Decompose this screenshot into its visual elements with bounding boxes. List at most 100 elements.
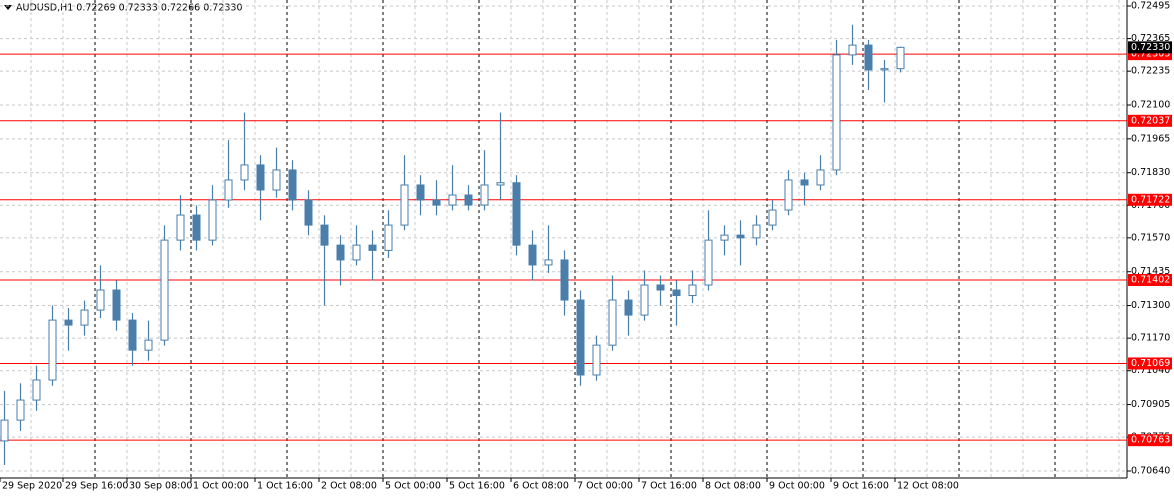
current-price-tag	[1128, 41, 1172, 54]
candle-body	[544, 259, 553, 266]
candle-body	[864, 44, 873, 71]
candle-body	[272, 169, 281, 191]
candle-body	[320, 224, 329, 246]
candle-body	[16, 399, 25, 421]
candle-body	[416, 184, 425, 201]
candle-body	[768, 209, 777, 226]
x-tick-label: 9 Oct 00:00	[769, 481, 825, 492]
candle-body	[528, 244, 537, 266]
candle-body	[624, 299, 633, 316]
x-tick-label: 7 Oct 16:00	[641, 481, 697, 492]
candle-body	[832, 54, 841, 171]
x-tick-label: 29 Sep 16:00	[65, 481, 128, 492]
x-tick-label: 9 Oct 16:00	[833, 481, 889, 492]
candle-body	[384, 224, 393, 251]
x-tick-label: 8 Oct 08:00	[705, 481, 761, 492]
candle-body	[208, 199, 217, 241]
candle-body	[224, 179, 233, 201]
candle-body	[192, 214, 201, 241]
level-tag	[1128, 357, 1172, 370]
y-tick-label: 0.70905	[1131, 399, 1170, 410]
x-tick-label: 2 Oct 08:00	[321, 481, 377, 492]
candle-body	[48, 319, 57, 381]
candle-body	[368, 244, 377, 251]
level-tag	[1128, 193, 1172, 206]
level-label: 0.71069	[1131, 358, 1170, 369]
level-label: 0.72303	[1131, 49, 1170, 60]
candle-body	[304, 199, 313, 226]
x-tick-label: 29 Sep 2020	[2, 481, 62, 492]
candle-body	[704, 239, 713, 286]
level-tag	[1128, 434, 1172, 447]
candle-body	[0, 419, 9, 442]
candle-body	[96, 289, 105, 311]
y-tick-label: 0.71435	[1131, 266, 1170, 277]
candle-body	[64, 319, 73, 326]
candle-body	[752, 224, 761, 239]
candle-body	[880, 68, 889, 71]
y-tick-label: 0.71170	[1131, 333, 1170, 344]
candle-body	[240, 164, 249, 181]
candle-body	[128, 319, 137, 351]
level-label: 0.71402	[1131, 274, 1170, 285]
current-price-label: 0.72330	[1131, 42, 1170, 53]
candle-body	[608, 299, 617, 346]
candle-body	[640, 284, 649, 316]
level-label: 0.70763	[1131, 435, 1170, 446]
candle-body	[80, 309, 89, 326]
y-tick-label: 0.72495	[1131, 1, 1170, 12]
level-label: 0.72037	[1131, 115, 1170, 126]
candle-body	[352, 244, 361, 261]
candle-body	[176, 214, 185, 241]
x-tick-label: 1 Oct 16:00	[257, 481, 313, 492]
level-tag	[1128, 273, 1172, 286]
x-tick-label: 7 Oct 00:00	[577, 481, 633, 492]
candle-body	[448, 194, 457, 206]
candle-body	[560, 259, 569, 301]
candle-body	[112, 289, 121, 321]
y-tick-label: 0.72365	[1131, 33, 1170, 44]
candle-body	[896, 46, 905, 70]
candle-body	[800, 179, 809, 186]
candle-body	[480, 184, 489, 206]
level-tag	[1128, 114, 1172, 127]
y-tick-label: 0.71830	[1131, 167, 1170, 178]
candle-body	[848, 44, 857, 56]
x-tick-label: 1 Oct 00:00	[193, 481, 249, 492]
y-tick-label: 0.71040	[1131, 365, 1170, 376]
candle-body	[432, 199, 441, 206]
candle-body	[688, 284, 697, 297]
candle-body	[592, 344, 601, 376]
x-tick-label: 5 Oct 00:00	[385, 481, 441, 492]
candle-body	[736, 234, 745, 239]
candle-body	[672, 289, 681, 297]
x-tick-label: 30 Sep 08:00	[129, 481, 192, 492]
y-tick-label: 0.71300	[1131, 300, 1170, 311]
candle-body	[656, 284, 665, 291]
x-tick-label: 12 Oct 08:00	[897, 481, 959, 492]
candle-body	[336, 244, 345, 261]
x-tick-label: 5 Oct 16:00	[449, 481, 505, 492]
candle-body	[816, 169, 825, 186]
y-tick-label: 0.71965	[1131, 133, 1170, 144]
candle-body	[512, 182, 521, 246]
y-tick-label: 0.72100	[1131, 100, 1170, 111]
candle-body	[496, 182, 505, 186]
candle-body	[464, 194, 473, 206]
candle-body	[256, 164, 265, 191]
candle-body	[720, 234, 729, 241]
y-tick-label: 0.70640	[1131, 466, 1170, 477]
level-label: 0.71722	[1131, 194, 1170, 205]
y-tick-label: 0.71570	[1131, 232, 1170, 243]
candle-body	[144, 339, 153, 351]
candle-body	[288, 169, 297, 201]
candle-body	[160, 239, 169, 341]
x-tick-label: 6 Oct 08:00	[513, 481, 569, 492]
chart-header: AUDUSD,H1 0.72269 0.72333 0.72266 0.7233…	[16, 3, 243, 14]
candle-body	[32, 379, 41, 401]
candle-body	[400, 184, 409, 226]
candle-body	[576, 299, 585, 376]
y-tick-label: 0.72235	[1131, 66, 1170, 77]
